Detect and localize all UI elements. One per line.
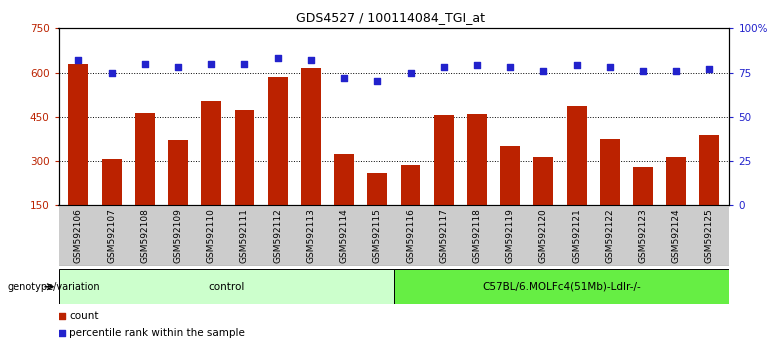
Text: GSM592107: GSM592107 (107, 208, 116, 263)
Text: GSM592119: GSM592119 (505, 208, 515, 263)
Bar (534, 156, 553, 205)
Bar (69, 64, 88, 205)
Text: GSM592121: GSM592121 (572, 208, 581, 263)
Text: GSM592123: GSM592123 (639, 208, 647, 263)
Bar (633, 167, 653, 205)
Text: GSM592122: GSM592122 (605, 208, 615, 263)
Text: count: count (69, 311, 99, 321)
Bar (666, 156, 686, 205)
Text: GSM592112: GSM592112 (273, 208, 282, 263)
Point (139, 61, 151, 67)
Bar (301, 68, 321, 205)
Point (636, 68, 649, 74)
Point (703, 66, 715, 72)
Text: C57BL/6.MOLFc4(51Mb)-Ldlr-/-: C57BL/6.MOLFc4(51Mb)-Ldlr-/- (482, 282, 641, 292)
Point (404, 70, 417, 75)
Bar (58, 269, 394, 304)
Text: GSM592120: GSM592120 (539, 208, 548, 263)
Text: genotype/variation: genotype/variation (8, 282, 101, 292)
Point (371, 79, 384, 84)
Point (670, 68, 682, 74)
Text: GSM592118: GSM592118 (473, 208, 481, 263)
Bar (367, 173, 387, 205)
Bar (235, 110, 254, 205)
Point (271, 56, 284, 61)
Text: GSM592111: GSM592111 (240, 208, 249, 263)
Text: GSM592124: GSM592124 (672, 208, 681, 263)
Text: GSM592116: GSM592116 (406, 208, 415, 263)
Point (537, 68, 550, 74)
Point (504, 64, 516, 70)
Point (470, 63, 483, 68)
Bar (467, 114, 487, 205)
Text: GSM592115: GSM592115 (373, 208, 381, 263)
Point (438, 64, 450, 70)
Text: control: control (208, 282, 244, 292)
Point (238, 61, 250, 67)
Bar (101, 159, 122, 205)
Point (305, 57, 317, 63)
Bar (334, 154, 354, 205)
Bar (394, 269, 729, 304)
Bar (401, 166, 420, 205)
Point (172, 64, 184, 70)
Text: GSM592106: GSM592106 (74, 208, 83, 263)
Text: percentile rank within the sample: percentile rank within the sample (69, 329, 245, 338)
Text: GSM592108: GSM592108 (140, 208, 149, 263)
Point (275, 263, 288, 269)
Text: GSM592114: GSM592114 (339, 208, 349, 263)
Point (73, 57, 85, 63)
Text: GSM592109: GSM592109 (173, 208, 183, 263)
Point (105, 70, 118, 75)
Point (205, 61, 218, 67)
Bar (600, 139, 620, 205)
Point (275, 104, 288, 109)
Bar (268, 77, 288, 205)
Text: GSM592113: GSM592113 (307, 208, 315, 263)
Point (570, 63, 583, 68)
Bar (700, 135, 719, 205)
Text: GSM592117: GSM592117 (439, 208, 448, 263)
Text: GSM592125: GSM592125 (705, 208, 714, 263)
Bar (135, 113, 154, 205)
Text: GDS4527 / 100114084_TGI_at: GDS4527 / 100114084_TGI_at (296, 11, 484, 24)
Bar (500, 146, 520, 205)
Bar (168, 141, 188, 205)
Bar (566, 107, 587, 205)
Bar (434, 115, 454, 205)
Text: GSM592110: GSM592110 (207, 208, 216, 263)
Point (338, 75, 350, 81)
Bar (201, 101, 222, 205)
Point (604, 64, 616, 70)
